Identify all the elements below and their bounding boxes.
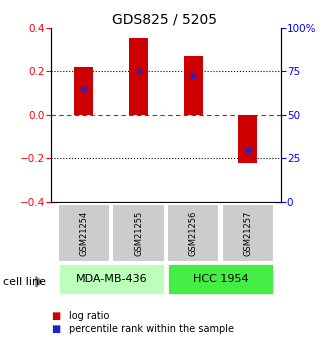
Text: MDA-MB-436: MDA-MB-436 (76, 274, 147, 284)
Text: ■: ■ (51, 325, 60, 334)
Text: log ratio: log ratio (69, 311, 110, 321)
Text: percentile rank within the sample: percentile rank within the sample (69, 325, 234, 334)
Bar (129, 39, 148, 115)
Bar (112, 204, 165, 262)
Text: GSM21256: GSM21256 (189, 210, 198, 256)
Bar (167, 263, 274, 295)
Text: GSM21255: GSM21255 (134, 210, 143, 256)
Bar (221, 204, 274, 262)
Text: HCC 1954: HCC 1954 (193, 274, 248, 284)
Bar (238, 115, 257, 162)
Bar (183, 56, 203, 115)
Text: GDS825 / 5205: GDS825 / 5205 (113, 12, 217, 26)
Text: GSM21254: GSM21254 (80, 210, 88, 256)
Bar (167, 204, 219, 262)
Bar (74, 67, 93, 115)
Bar (58, 263, 165, 295)
Text: ■: ■ (51, 311, 60, 321)
Bar (58, 204, 110, 262)
Polygon shape (36, 277, 42, 287)
Text: cell line: cell line (3, 277, 46, 287)
Text: GSM21257: GSM21257 (243, 210, 252, 256)
